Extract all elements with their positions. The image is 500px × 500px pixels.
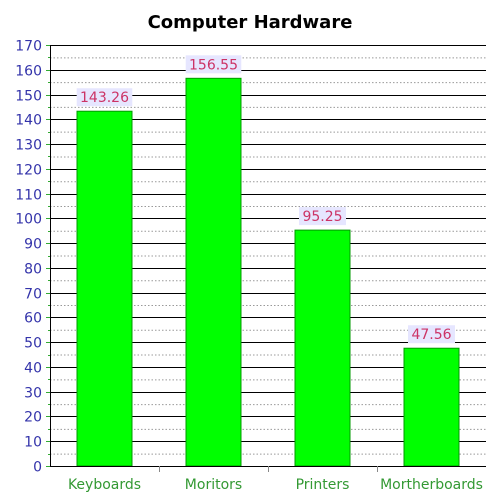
x-tick-label: Mortherboards xyxy=(380,477,483,493)
y-tick-label: 100 xyxy=(15,212,42,228)
value-label: 95.25 xyxy=(302,209,342,225)
value-labels-layer: 143.26 156.55 95.25 47.56 xyxy=(77,55,455,343)
y-tick-label: 10 xyxy=(24,435,42,451)
bars-layer xyxy=(77,78,459,466)
x-tick-label: Keyboards xyxy=(68,477,141,493)
x-tick-label: Printers xyxy=(296,477,350,493)
chart-title: Computer Hardware xyxy=(148,12,353,33)
y-tick-label: 170 xyxy=(15,39,42,55)
y-tick-label: 130 xyxy=(15,138,42,154)
bar-printers xyxy=(295,230,350,466)
y-tick-label: 80 xyxy=(24,262,42,278)
bar-moritors xyxy=(186,78,241,466)
y-tick-label: 120 xyxy=(15,163,42,179)
y-tick-label: 90 xyxy=(24,237,42,253)
y-tick-label: 20 xyxy=(24,410,42,426)
y-tick-label: 60 xyxy=(24,311,42,327)
bar-keyboards xyxy=(77,111,132,466)
y-tick-label: 70 xyxy=(24,287,42,303)
bar-mortherboards xyxy=(404,348,459,466)
y-tick-label: 50 xyxy=(24,336,42,352)
value-label: 143.26 xyxy=(80,90,129,106)
y-tick-label: 110 xyxy=(15,188,42,204)
y-tick-label: 160 xyxy=(15,64,42,80)
y-tick-label: 30 xyxy=(24,386,42,402)
y-tick-label: 40 xyxy=(24,361,42,377)
value-label: 156.55 xyxy=(189,57,238,73)
y-tick-label: 140 xyxy=(15,113,42,129)
x-tick-label: Moritors xyxy=(185,477,242,493)
y-tick-label: 0 xyxy=(33,460,42,476)
y-tick-label: 150 xyxy=(15,89,42,105)
value-label: 47.56 xyxy=(411,327,451,343)
